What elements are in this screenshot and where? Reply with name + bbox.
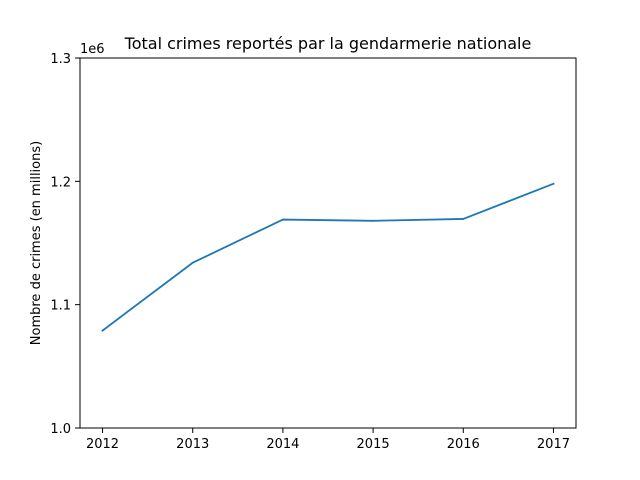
series-0-point-0 — [101, 329, 104, 332]
series-0-point-5 — [552, 182, 555, 185]
x-tick-label-1: 2013 — [176, 437, 209, 452]
series-line-0 — [101, 182, 555, 332]
series-0-point-1 — [191, 261, 194, 264]
y-tick-label-3: 1.3 — [50, 52, 71, 67]
chart-title: Total crimes reportés par la gendarmerie… — [124, 34, 532, 53]
y-tick-label-2: 1.2 — [50, 175, 71, 190]
series-0-point-2 — [282, 218, 284, 221]
y-tick-label-1: 1.1 — [50, 299, 71, 314]
x-tick-label-3: 2015 — [357, 437, 390, 452]
x-tick-label-2: 2014 — [266, 437, 299, 452]
y-tick-label-0: 1.0 — [50, 422, 71, 437]
plot-area-frame — [79, 57, 577, 429]
y-axis-label: Nombre de crimes (en millions) — [29, 141, 44, 345]
plot-marks: 2012 2013 2014 2015 2016 2017 1.0 1.1 1.2 1.3 — [50, 52, 570, 452]
y-axis-offset-label: 1e6 — [80, 42, 105, 57]
x-tick-label-0: 2012 — [86, 437, 119, 452]
series-0-point-4 — [462, 218, 465, 220]
x-tick-label-5: 2017 — [537, 437, 570, 452]
series-0-point-3 — [372, 219, 374, 222]
x-tick-label-4: 2016 — [447, 437, 480, 452]
